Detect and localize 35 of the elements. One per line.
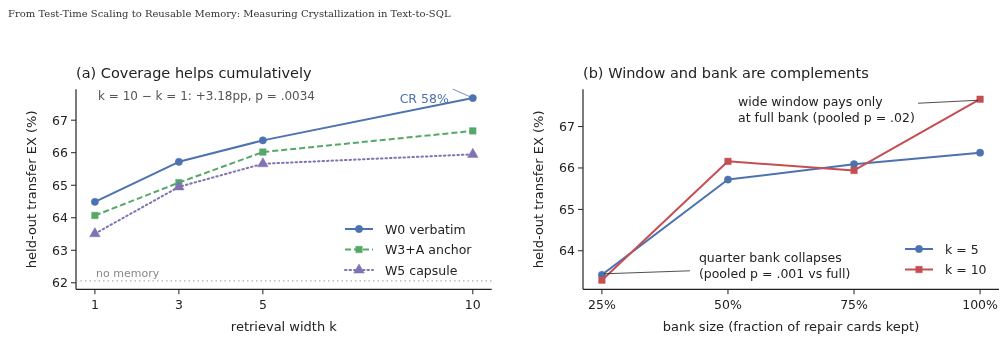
y-tick-label: 65 bbox=[52, 177, 68, 193]
y-tick-label: 67 bbox=[52, 112, 68, 128]
x-tick-label: 1 bbox=[90, 297, 99, 313]
annotation: k = 10 − k = 1: +3.18pp, p = .0034 bbox=[98, 89, 316, 104]
legend-label: W3+A anchor bbox=[385, 242, 473, 257]
y-tick-label: 65 bbox=[559, 201, 575, 217]
chart-title: (a) Coverage helps cumulatively bbox=[76, 65, 313, 81]
chart-title: (b) Window and bank are complements bbox=[583, 65, 869, 81]
x-tick-label: 75% bbox=[840, 297, 869, 313]
y-tick-label: 66 bbox=[52, 145, 69, 161]
y-tick-label: 63 bbox=[52, 242, 68, 258]
y-axis-title: held-out transfer EX (%) bbox=[24, 110, 39, 269]
y-tick-label: 62 bbox=[52, 275, 68, 291]
legend-label: k = 10 bbox=[945, 262, 987, 277]
x-axis-title: retrieval width k bbox=[230, 319, 338, 335]
x-tick-label: 50% bbox=[714, 297, 742, 313]
legend-label: W0 verbatim bbox=[385, 221, 466, 237]
y-axis-title: held-out transfer EX (%) bbox=[531, 110, 546, 269]
annotation: wide window pays only at full bank (pooled p = .02) bbox=[738, 94, 915, 126]
y-tick-label: 64 bbox=[559, 243, 576, 259]
legend-label: k = 5 bbox=[945, 241, 979, 257]
ref-line-label: no memory bbox=[96, 266, 160, 280]
x-tick-label: 25% bbox=[588, 297, 616, 313]
x-tick-label: 5 bbox=[258, 297, 267, 313]
annotation: CR 58% bbox=[399, 91, 449, 107]
legend-label: W5 capsule bbox=[385, 262, 458, 278]
y-tick-label: 64 bbox=[52, 210, 69, 226]
x-tick-label: 3 bbox=[174, 297, 183, 313]
x-tick-label: 10 bbox=[464, 297, 481, 313]
x-tick-label: 100% bbox=[962, 297, 999, 313]
x-axis-title: bank size (fraction of repair cards kept) bbox=[662, 319, 920, 335]
y-tick-label: 67 bbox=[559, 119, 575, 135]
annotation: quarter bank collapses (pooled p = .001 vs full) bbox=[698, 249, 851, 281]
text: From Test-Time Scaling to Reusable Memory: Measuring Crystallization in Text-to-SQL bbox=[8, 8, 451, 19]
y-tick-label: 66 bbox=[559, 160, 576, 176]
